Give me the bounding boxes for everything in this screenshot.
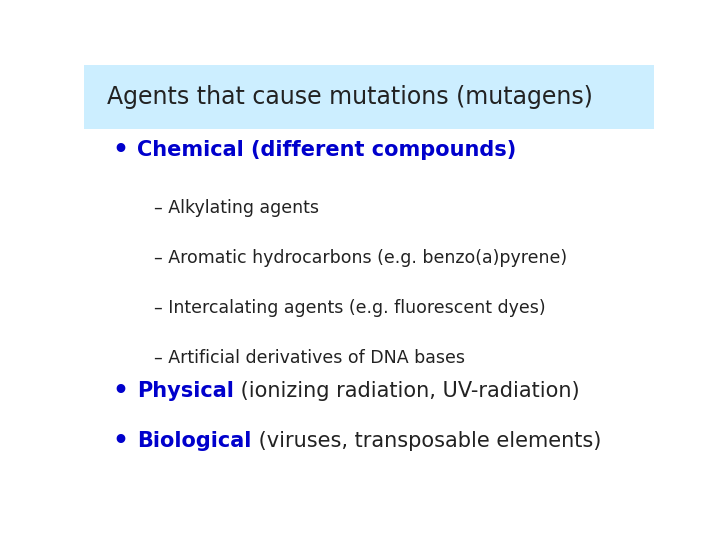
Text: Biological: Biological <box>138 431 252 451</box>
Text: – Intercalating agents (e.g. fluorescent dyes): – Intercalating agents (e.g. fluorescent… <box>154 299 546 317</box>
Text: Chemical (different compounds): Chemical (different compounds) <box>138 140 517 160</box>
Text: •: • <box>112 379 128 403</box>
Text: Physical: Physical <box>138 381 234 401</box>
FancyBboxPatch shape <box>84 65 654 129</box>
Text: – Aromatic hydrocarbons (e.g. benzo(a)pyrene): – Aromatic hydrocarbons (e.g. benzo(a)py… <box>154 249 567 267</box>
Text: (viruses, transposable elements): (viruses, transposable elements) <box>252 431 601 451</box>
Text: (ionizing radiation, UV-radiation): (ionizing radiation, UV-radiation) <box>234 381 580 401</box>
Text: – Artificial derivatives of DNA bases: – Artificial derivatives of DNA bases <box>154 349 465 367</box>
Text: •: • <box>112 429 128 453</box>
Text: – Alkylating agents: – Alkylating agents <box>154 199 319 217</box>
Text: Agents that cause mutations (mutagens): Agents that cause mutations (mutagens) <box>107 85 593 109</box>
Text: •: • <box>112 138 128 162</box>
